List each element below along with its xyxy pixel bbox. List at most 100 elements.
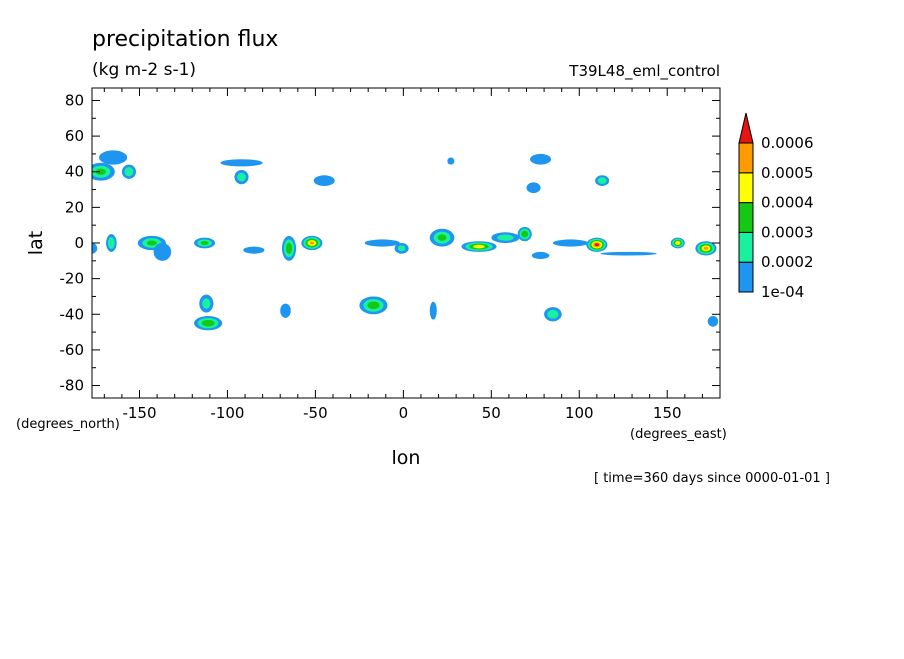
colorbar-swatch-4 <box>738 142 754 174</box>
time-label: [ time=360 days since 0000-01-01 ] <box>594 471 830 486</box>
y-tick-label: 0 <box>74 234 84 252</box>
contour-level-1 <box>397 245 406 252</box>
colorbar-swatch-0 <box>738 261 754 293</box>
colorbar-swatch-1 <box>738 231 754 263</box>
x-axis-title: lon <box>392 447 421 469</box>
colorbar-label: 1e-04 <box>761 283 804 301</box>
contour-level-2 <box>95 168 106 175</box>
x-tick-label: -100 <box>210 404 244 422</box>
x-units-label: (degrees_east) <box>630 427 727 442</box>
contour-level-4 <box>309 241 315 245</box>
y-tick-label: -80 <box>60 377 85 395</box>
units-label: (kg m-2 s-1) <box>92 60 196 80</box>
chart-title: precipitation flux <box>92 27 278 52</box>
precip-cell-27 <box>600 251 657 256</box>
colorbar-label: 0.0003 <box>761 223 814 241</box>
precip-cell-34 <box>429 301 437 320</box>
precip-cell-26 <box>552 239 589 247</box>
colorbar: 1e-04 0.0002 0.0003 0.0004 0.0005 0.0006 <box>738 112 814 301</box>
contour-level-5 <box>594 243 599 247</box>
x-tick-label: -50 <box>303 404 328 422</box>
contour-level-0 <box>600 251 657 256</box>
contour-level-0 <box>447 157 455 165</box>
precip-cell-33 <box>359 296 388 315</box>
precip-cell-20 <box>429 228 455 247</box>
contour-level-2 <box>521 230 529 238</box>
contour-level-0 <box>280 303 291 318</box>
y-tick-label: 80 <box>65 91 84 109</box>
y-tick-label: -60 <box>60 341 85 359</box>
y-tick-label: 20 <box>65 198 84 216</box>
colorbar-label: 0.0006 <box>761 134 814 152</box>
contour-level-1 <box>107 237 115 249</box>
precip-cell-36 <box>707 316 719 327</box>
contour-level-2 <box>201 319 215 327</box>
colorbar-extend-arrow <box>738 112 754 144</box>
precip-cell-14 <box>194 237 216 249</box>
colorbar-swatch-2 <box>738 202 754 233</box>
precip-cell-5 <box>313 175 335 186</box>
contour-level-1 <box>202 298 211 309</box>
precip-cell-23 <box>517 226 532 242</box>
precip-cell-8 <box>526 182 541 194</box>
precip-cell-30 <box>199 294 214 313</box>
y-tick-label: 60 <box>65 127 84 145</box>
x-tick-label: 50 <box>482 404 501 422</box>
contour-level-2 <box>146 240 157 246</box>
y-tick-label: -40 <box>60 305 85 323</box>
experiment-label: T39L48_eml_control <box>568 62 720 81</box>
contour-level-2 <box>200 240 209 246</box>
contour-level-0 <box>99 150 128 165</box>
y-tick-label: -20 <box>60 270 85 288</box>
precip-cell-10 <box>92 243 98 254</box>
x-tick-label: 100 <box>565 404 594 422</box>
x-tick-label: 150 <box>653 404 682 422</box>
colorbar-label: 0.0004 <box>761 194 814 212</box>
precip-cell-2 <box>121 164 136 179</box>
contour-level-0 <box>313 175 335 186</box>
contour-level-0 <box>707 316 719 327</box>
precip-cell-16 <box>281 235 297 261</box>
precip-cell-11 <box>106 234 117 252</box>
contour-level-0 <box>530 153 552 165</box>
contour-level-3 <box>675 240 681 246</box>
precip-cell-3 <box>234 169 249 185</box>
contour-level-0 <box>429 301 437 320</box>
contour-level-1 <box>124 167 134 177</box>
y-axis: 80 60 40 20 0 -20 -40 -60 -80 <box>60 91 720 395</box>
precip-cell-1 <box>99 150 128 165</box>
contour-level-0 <box>552 239 589 247</box>
colorbar-label: 0.0005 <box>761 164 814 182</box>
precip-cell-15 <box>243 246 265 254</box>
precip-cell-18 <box>394 243 409 254</box>
contour-level-2 <box>437 234 447 241</box>
contour-level-1 <box>237 172 246 182</box>
x-axis: -150 -100 -50 0 50 100 150 <box>103 88 721 422</box>
contour-level-3 <box>473 244 485 249</box>
precip-cell-29 <box>695 241 717 256</box>
precip-cell-24 <box>531 251 550 260</box>
contour-level-2 <box>285 242 293 254</box>
contour-level-0 <box>153 243 172 261</box>
contour-level-1 <box>497 234 514 241</box>
contour-level-2 <box>367 301 380 310</box>
precip-cell-19 <box>364 239 400 247</box>
precip-cell-28 <box>670 237 685 249</box>
contour-level-0 <box>220 159 263 167</box>
contour-level-0 <box>531 251 550 260</box>
precip-cell-7 <box>530 153 552 165</box>
colorbar-label: 0.0002 <box>761 253 814 271</box>
precip-cell-6 <box>447 157 455 165</box>
contour-level-0 <box>364 239 400 247</box>
contour-level-0 <box>526 182 541 194</box>
precip-cell-35 <box>544 307 562 322</box>
precip-cell-21 <box>461 241 497 252</box>
precip-cell-0 <box>92 162 115 181</box>
y-tick-label: 40 <box>65 163 84 181</box>
x-tick-label: 0 <box>399 404 409 422</box>
precip-field <box>92 150 719 331</box>
precip-cell-13 <box>153 243 172 261</box>
precip-cell-22 <box>491 232 520 243</box>
